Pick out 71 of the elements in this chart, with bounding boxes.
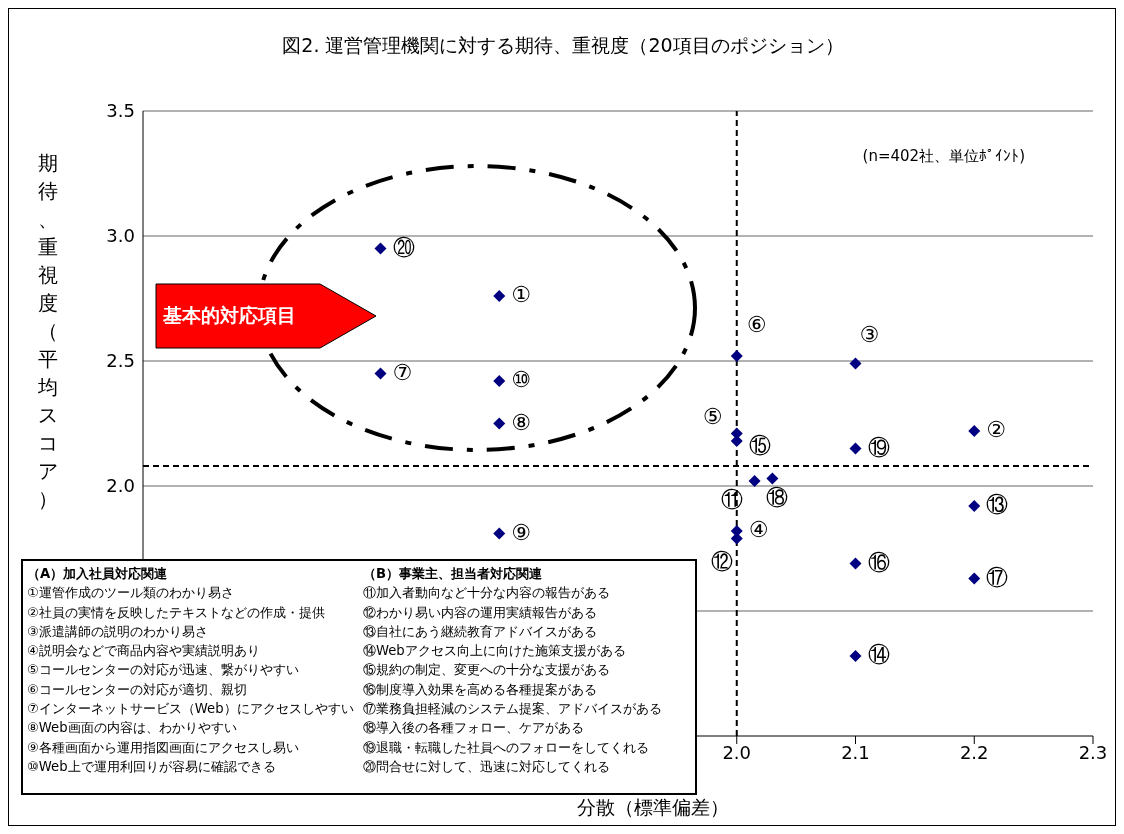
annotation: (n=402社、単位ﾎﾟｲﾝﾄ) — [862, 147, 1025, 166]
annotation: ② — [986, 417, 1006, 442]
annotation: ⑰ — [986, 564, 1009, 590]
annotation: ⑱導入後の各種フォロー、ケアがある — [362, 719, 585, 738]
annotation: ⑦ — [392, 359, 413, 385]
y-tick-label: 2.5 — [106, 350, 135, 372]
point — [493, 527, 506, 540]
y-tick-label: 3.5 — [106, 100, 135, 122]
annotation: 基本的対応項目 — [163, 303, 296, 328]
x-tick-label: 2.0 — [722, 741, 752, 763]
point — [748, 475, 761, 487]
annotation: ⑥コールセンターの対応が適切、親切 — [27, 680, 248, 699]
annotation: ⑫わかり易い内容の運用実績報告がある — [362, 603, 598, 622]
x-tick-label: 2.1 — [841, 741, 870, 763]
annotation: ③派遣講師の説明のわかり易さ — [27, 622, 209, 641]
text: ⑲退職・転職した社員へのフォローをしてくれる — [362, 738, 650, 757]
annotation: ⑥ — [746, 312, 767, 337]
point — [968, 500, 981, 512]
point — [849, 357, 862, 370]
point — [849, 650, 862, 662]
point — [374, 367, 387, 380]
text: 期待、重視度（平均スコア） — [38, 151, 58, 511]
point — [493, 417, 506, 430]
annotation: （B）事業主、担当者対応関連 — [362, 565, 544, 583]
annotation: ⑰業務負担軽減のシステム提案、アドバイスがある — [362, 700, 663, 719]
annotation: ⑪加入者動向など十分な内容の報告がある — [362, 584, 611, 603]
annotation: ②社員の実情を反映したテキストなどの作成・提供 — [27, 603, 326, 622]
annotation: ⑯制度導入効果を高める各種提案がある — [362, 680, 598, 699]
annotation: ⑮ — [748, 433, 771, 458]
annotation: ⑧Web画面の内容は、わかりやすい — [27, 719, 238, 738]
y-tick-label: 3.0 — [106, 225, 135, 247]
annotation: ③ — [859, 321, 880, 347]
annotation: ⑭ — [867, 642, 890, 667]
annotation: ①運管作成のツール類のわかり易さ — [27, 584, 235, 603]
annotation: ① — [511, 282, 531, 307]
annotation: ⑬自社にあう継続教育アドバイスがある — [362, 622, 598, 641]
text: ⑨各種画面から運用指図画面にアクセスし易い — [27, 738, 300, 757]
point — [766, 472, 779, 485]
point — [374, 242, 387, 255]
annotation: ④説明会などで商品内容や実績説明あり — [27, 642, 261, 661]
annotation: ⑫ — [710, 548, 733, 574]
annotation: ⑬ — [986, 492, 1009, 517]
annotation: ⑪ — [720, 487, 743, 512]
point — [493, 375, 506, 387]
annotation: ⑧ — [511, 409, 531, 435]
annotation: ⑭Webアクセス向上に向けた施策支援がある — [362, 642, 627, 661]
annotation: ⑱ — [766, 484, 789, 510]
point — [730, 350, 743, 362]
chart-title: 図2. 運営管理機関に対する期待、重視度（20項目のポジション） — [281, 33, 845, 58]
annotation: ④ — [748, 517, 769, 542]
point — [849, 442, 862, 455]
x-tick-label: 2.3 — [1078, 741, 1108, 763]
annotation: ⑤ — [702, 403, 723, 429]
x-tick-label: 2.2 — [959, 741, 989, 763]
text: ⑩Web上で運用利回りが容易に確認できる — [27, 757, 277, 776]
annotation: ⑤コールセンターの対応が迅速、繋がりやすい — [27, 661, 300, 680]
annotation: ⑨ — [511, 519, 531, 545]
annotation: ⑯ — [867, 549, 890, 575]
x-axis-title: 分散（標準偏差） — [576, 795, 730, 820]
y-tick-label: 2.0 — [106, 475, 135, 497]
annotation: ⑲ — [867, 434, 890, 460]
point — [493, 290, 506, 302]
text: ⑳問合せに対して、迅速に対応してくれる — [362, 757, 611, 776]
annotation: ⑳ — [392, 234, 415, 260]
annotation: ⑦インターネットサービス（Web）にアクセスしやすい — [27, 700, 355, 719]
annotation: ⑮規約の制定、変更への十分な支援がある — [362, 661, 611, 680]
annotation: ⑩ — [511, 367, 531, 392]
annotation: （A）加入社員対応関連 — [27, 565, 169, 583]
point — [968, 572, 981, 585]
point — [968, 425, 981, 437]
point — [849, 557, 862, 570]
